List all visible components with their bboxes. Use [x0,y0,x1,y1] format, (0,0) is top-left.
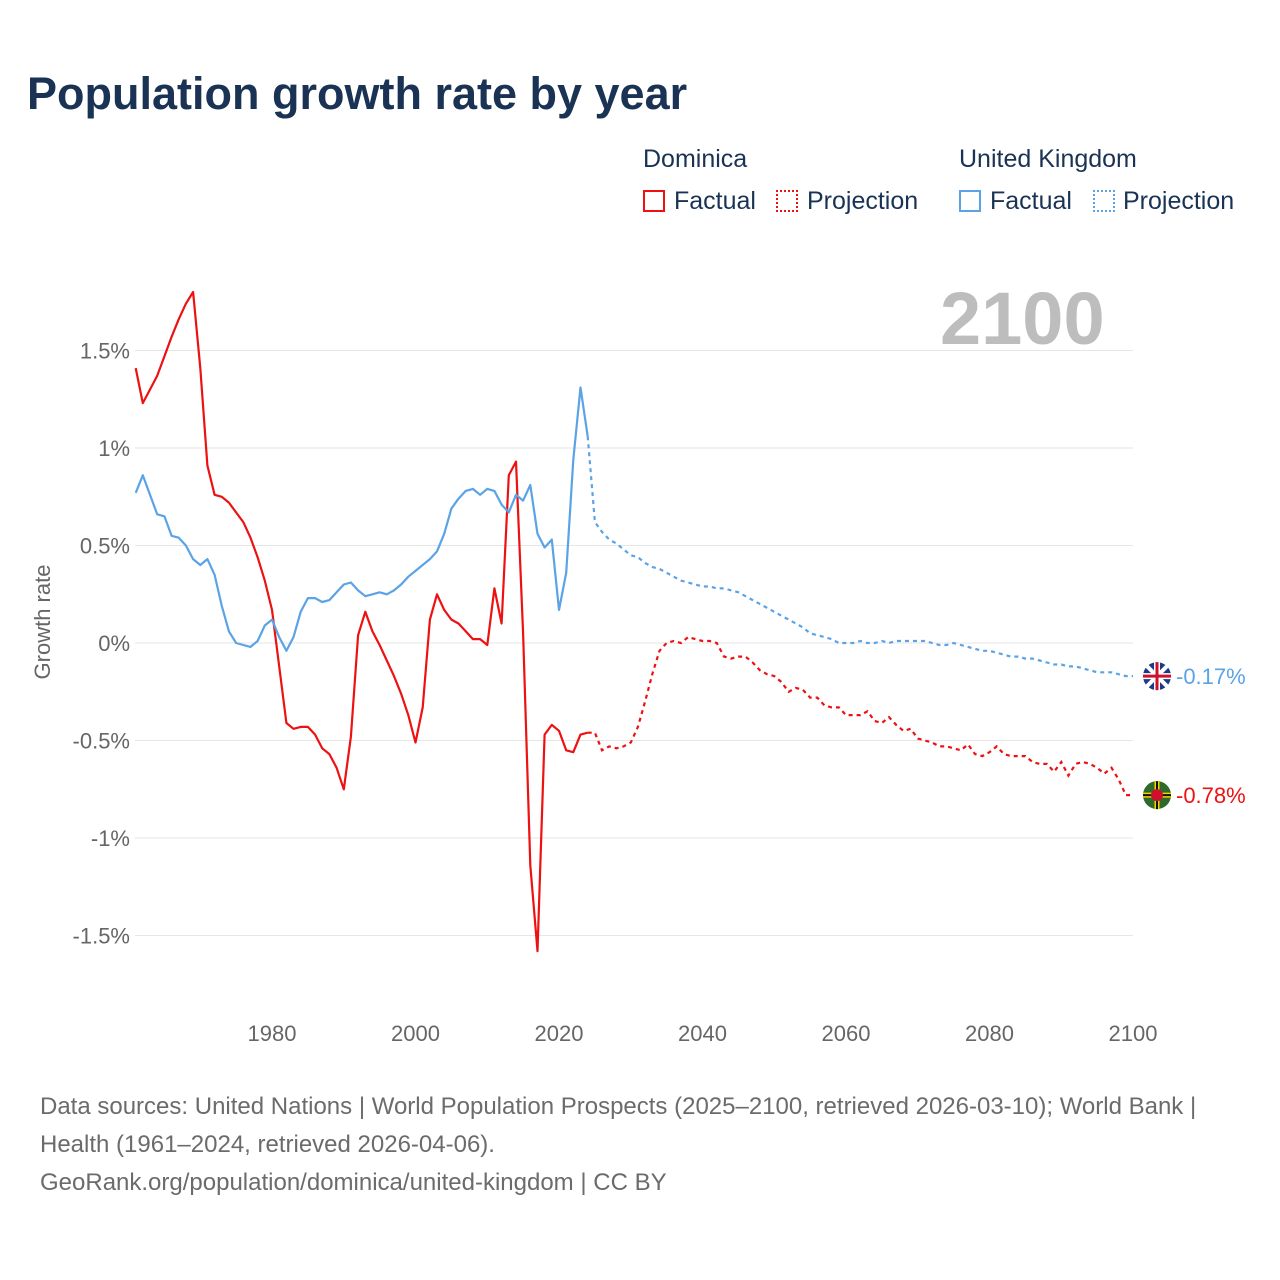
current-year-label: 2100 [940,277,1105,360]
x-tick-label: 2020 [535,1021,584,1046]
source-line: Data sources: United Nations | World Pop… [40,1093,1197,1158]
y-tick-label: -1.5% [73,924,130,949]
y-tick-label: -1% [91,826,130,851]
legend-uk-factual[interactable]: Factual [990,187,1072,215]
flag-cross-red [1143,662,1171,691]
y-tick-label: 0.5% [80,534,130,559]
flag-united-kingdom-icon [1143,662,1171,691]
line-united-kingdom-projection [586,436,1133,678]
end-value-label-united-kingdom: -0.17% [1176,664,1246,689]
y-axis-label: Growth rate [30,565,55,680]
line-dominica-factual [134,290,588,953]
legend-group-united-kingdom: United Kingdom [959,145,1137,173]
legend-swatch-dominica-factual [643,190,665,212]
legend-swatch-dominica-projection [776,190,798,212]
x-tick-label: 2080 [965,1021,1014,1046]
source-note: Data sources: United Nations | World Pop… [40,1088,1240,1202]
flag-disc [1151,789,1163,802]
y-tick-label: 0% [98,631,130,656]
y-tick-label: -0.5% [73,729,130,754]
legend-uk-projection[interactable]: Projection [1123,187,1235,215]
end-value-label-dominica: -0.78% [1176,783,1246,808]
x-tick-label: 2000 [391,1021,440,1046]
flag-dominica-icon [1143,781,1171,810]
x-tick-label: 2040 [678,1021,727,1046]
chart-title: Population growth rate by year [27,68,688,119]
legend-dominica-projection[interactable]: Projection [807,187,919,215]
legend-swatch-uk-projection [1093,190,1115,212]
legend-group-dominica: Dominica [643,145,748,173]
line-united-kingdom-factual [134,386,589,652]
legend-swatch-uk-factual [959,190,981,212]
x-tick-label: 2060 [822,1021,871,1046]
y-tick-label: 1% [98,436,130,461]
x-tick-label: 2100 [1109,1021,1158,1046]
y-tick-label: 1.5% [80,339,130,364]
x-tick-label: 1980 [248,1021,297,1046]
legend-dominica-factual[interactable]: Factual [674,187,756,215]
source-url[interactable]: GeoRank.org/population/dominica/united-k… [40,1169,667,1196]
line-dominica-projection [587,635,1133,797]
